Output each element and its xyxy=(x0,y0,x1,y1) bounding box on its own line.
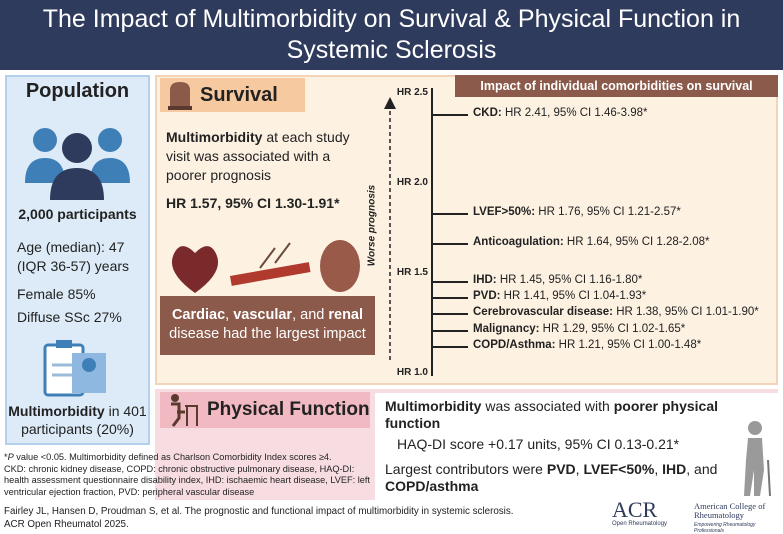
tick-label: HR 1.0 xyxy=(396,367,428,378)
tick-label: HR 1.5 xyxy=(396,267,428,278)
text: Multimorbidity xyxy=(8,403,105,419)
text: , xyxy=(575,461,584,477)
text: HR 1.41, 95% CI 1.04-1.93* xyxy=(500,290,647,302)
survival-title: Survival xyxy=(200,84,278,106)
text: LVEF>50%: xyxy=(473,206,536,218)
logo-college: American College of Rheumatology xyxy=(694,501,766,520)
comorbidity: LVEF>50%: HR 1.76, 95% CI 1.21-2.57* xyxy=(473,206,681,218)
text: , and xyxy=(292,307,329,323)
text: HR 1.76, 95% CI 1.21-2.57* xyxy=(535,206,681,218)
text: HR 1.64, 95% CI 1.28-2.08* xyxy=(563,236,710,248)
text: IHD: xyxy=(473,274,497,286)
connector xyxy=(432,213,468,215)
physical-box xyxy=(375,393,778,500)
text: poorer physical function xyxy=(385,398,718,431)
citation: Fairley JL, Hansen D, Proudman S, et al.… xyxy=(4,506,514,517)
header: The Impact of Multimorbidity on Survival… xyxy=(0,0,783,70)
text: * xyxy=(4,452,8,462)
citation: ACR Open Rheumatol 2025. xyxy=(4,519,129,530)
connector xyxy=(432,281,468,283)
text: , and xyxy=(686,461,718,477)
text: HR 1.38, 95% CI 1.01-1.90* xyxy=(613,306,759,318)
text: Multimorbidity xyxy=(166,129,263,145)
age: Age (median): 47 (IQR 36-57) years xyxy=(17,239,130,274)
connector xyxy=(432,313,468,315)
population-title: Population xyxy=(25,80,130,102)
text: at each study visit was associated with … xyxy=(166,129,350,183)
text: Cerebrovascular disease: xyxy=(473,306,613,318)
multimorbidity: Multimorbidity in 401 participants (20%) xyxy=(5,402,150,438)
text: Largest contributors were xyxy=(385,461,547,477)
text: PVD xyxy=(546,461,576,477)
connector xyxy=(432,114,468,116)
text: Multimorbidity xyxy=(385,398,482,414)
physical-finding: Multimorbidity was associated with poore… xyxy=(385,398,725,432)
text: PVD: xyxy=(473,290,501,302)
walker-icon xyxy=(171,394,198,427)
text: HR 1.21, 95% CI 1.00-1.48* xyxy=(555,339,702,351)
logo-acr-sub: Open Rheumatology xyxy=(612,521,668,527)
text: vascular xyxy=(233,307,293,323)
text: renal xyxy=(328,307,364,323)
text: in 401 participants (20%) xyxy=(21,403,147,437)
tick-label: HR 2.0 xyxy=(396,177,428,188)
text: HR 1.45, 95% CI 1.16-1.80* xyxy=(496,274,643,286)
text: LVEF<50% xyxy=(583,461,655,477)
comorbidity: IHD: HR 1.45, 95% CI 1.16-1.80* xyxy=(473,274,642,286)
text: CKD: xyxy=(473,107,502,119)
impact-box: Cardiac, vascular, and renal disease had… xyxy=(160,296,375,355)
physical-title: Physical Function xyxy=(207,399,370,420)
axis-line xyxy=(431,88,433,376)
text: IHD xyxy=(662,461,687,477)
text: was associated with xyxy=(481,398,614,414)
participants: 2,000 participants xyxy=(18,206,137,222)
arrow xyxy=(384,97,396,360)
person-icon xyxy=(744,421,771,497)
survival-finding: Multimorbidity at each study visit was a… xyxy=(166,128,366,185)
people-icon xyxy=(25,128,130,200)
organs-icon xyxy=(171,240,360,293)
haq: HAQ-DI score +0.17 units, 95% CI 0.13-0.… xyxy=(397,436,680,452)
text: , xyxy=(654,461,663,477)
physical-header xyxy=(160,392,370,428)
comorbidity: CKD: HR 2.41, 95% CI 1.46-3.98* xyxy=(473,107,648,119)
comorbidity: Malignancy: HR 1.29, 95% CI 1.02-1.65* xyxy=(473,323,685,335)
text: , xyxy=(225,307,234,323)
text: value <0.05. Multimorbidity defined as C… xyxy=(13,452,332,462)
text: Anticoagulation: xyxy=(473,236,564,248)
comorbidity: Cerebrovascular disease: HR 1.38, 95% CI… xyxy=(473,306,759,318)
text: disease had the largest impact xyxy=(169,326,366,342)
diffuse: Diffuse SSc 27% xyxy=(17,309,122,325)
survival-hr: HR 1.57, 95% CI 1.30-1.91* xyxy=(166,195,340,211)
text: HR 1.29, 95% CI 1.02-1.65* xyxy=(539,323,686,335)
tick-label: HR 2.5 xyxy=(396,87,428,98)
text: Cardiac xyxy=(171,307,226,323)
abbreviations: CKD: chronic kidney disease, COPD: chron… xyxy=(4,463,370,497)
comorbidities-title: Impact of individual comorbidities on su… xyxy=(455,75,778,97)
connector xyxy=(432,346,468,348)
contributors: Largest contributors were PVD, LVEF<50%,… xyxy=(385,461,730,495)
tombstone-icon xyxy=(168,82,192,110)
connector xyxy=(432,243,468,245)
comorbidity: PVD: HR 1.41, 95% CI 1.04-1.93* xyxy=(473,290,646,302)
comorbidity: COPD/Asthma: HR 1.21, 95% CI 1.00-1.48* xyxy=(473,339,701,351)
text: COPD/Asthma: xyxy=(473,339,556,351)
text: HR 2.41, 95% CI 1.46-3.98* xyxy=(501,107,648,119)
text: Malignancy: xyxy=(473,323,540,335)
text: P xyxy=(7,452,14,462)
clipboard-icon xyxy=(43,340,106,397)
connector xyxy=(432,330,468,332)
logo-acr: ACR xyxy=(612,497,658,522)
text: COPD/asthma xyxy=(385,478,479,494)
connector xyxy=(432,297,468,299)
comorbidity: Anticoagulation: HR 1.64, 95% CI 1.28-2.… xyxy=(473,236,709,248)
axis-label: Worse prognosis xyxy=(366,184,378,267)
female: Female 85% xyxy=(17,286,96,302)
footnote: *P value <0.05. Multimorbidity defined a… xyxy=(4,452,372,498)
logo-college-sub: Empowering Rheumatology Professionals xyxy=(694,522,756,534)
title: The Impact of Multimorbidity on Survival… xyxy=(42,5,741,64)
